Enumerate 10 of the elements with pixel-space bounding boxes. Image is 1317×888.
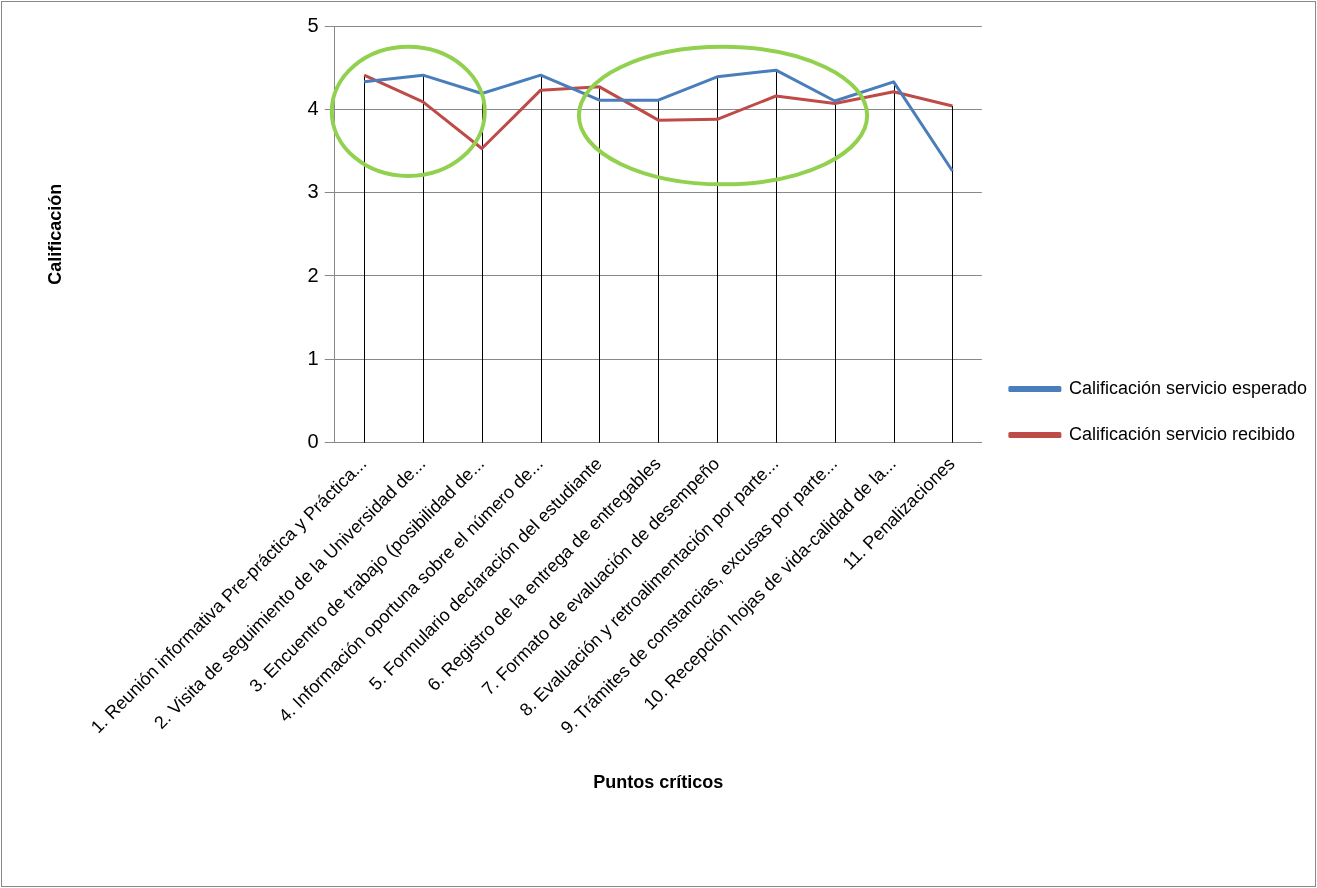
y-tick-label: 2 — [307, 263, 319, 286]
y-tick-label: 5 — [307, 13, 319, 36]
y-tick-label: 3 — [307, 180, 319, 203]
legend-label: Calificación servicio esperado — [1068, 377, 1308, 398]
y-axis-title: Calificación — [44, 183, 65, 285]
y-tick-label: 0 — [307, 430, 319, 453]
x-axis-title: Puntos críticos — [593, 772, 724, 793]
legend-label: Calificación servicio recibido — [1068, 423, 1295, 444]
y-tick-label: 4 — [307, 96, 319, 119]
y-tick-label: 1 — [307, 346, 319, 369]
